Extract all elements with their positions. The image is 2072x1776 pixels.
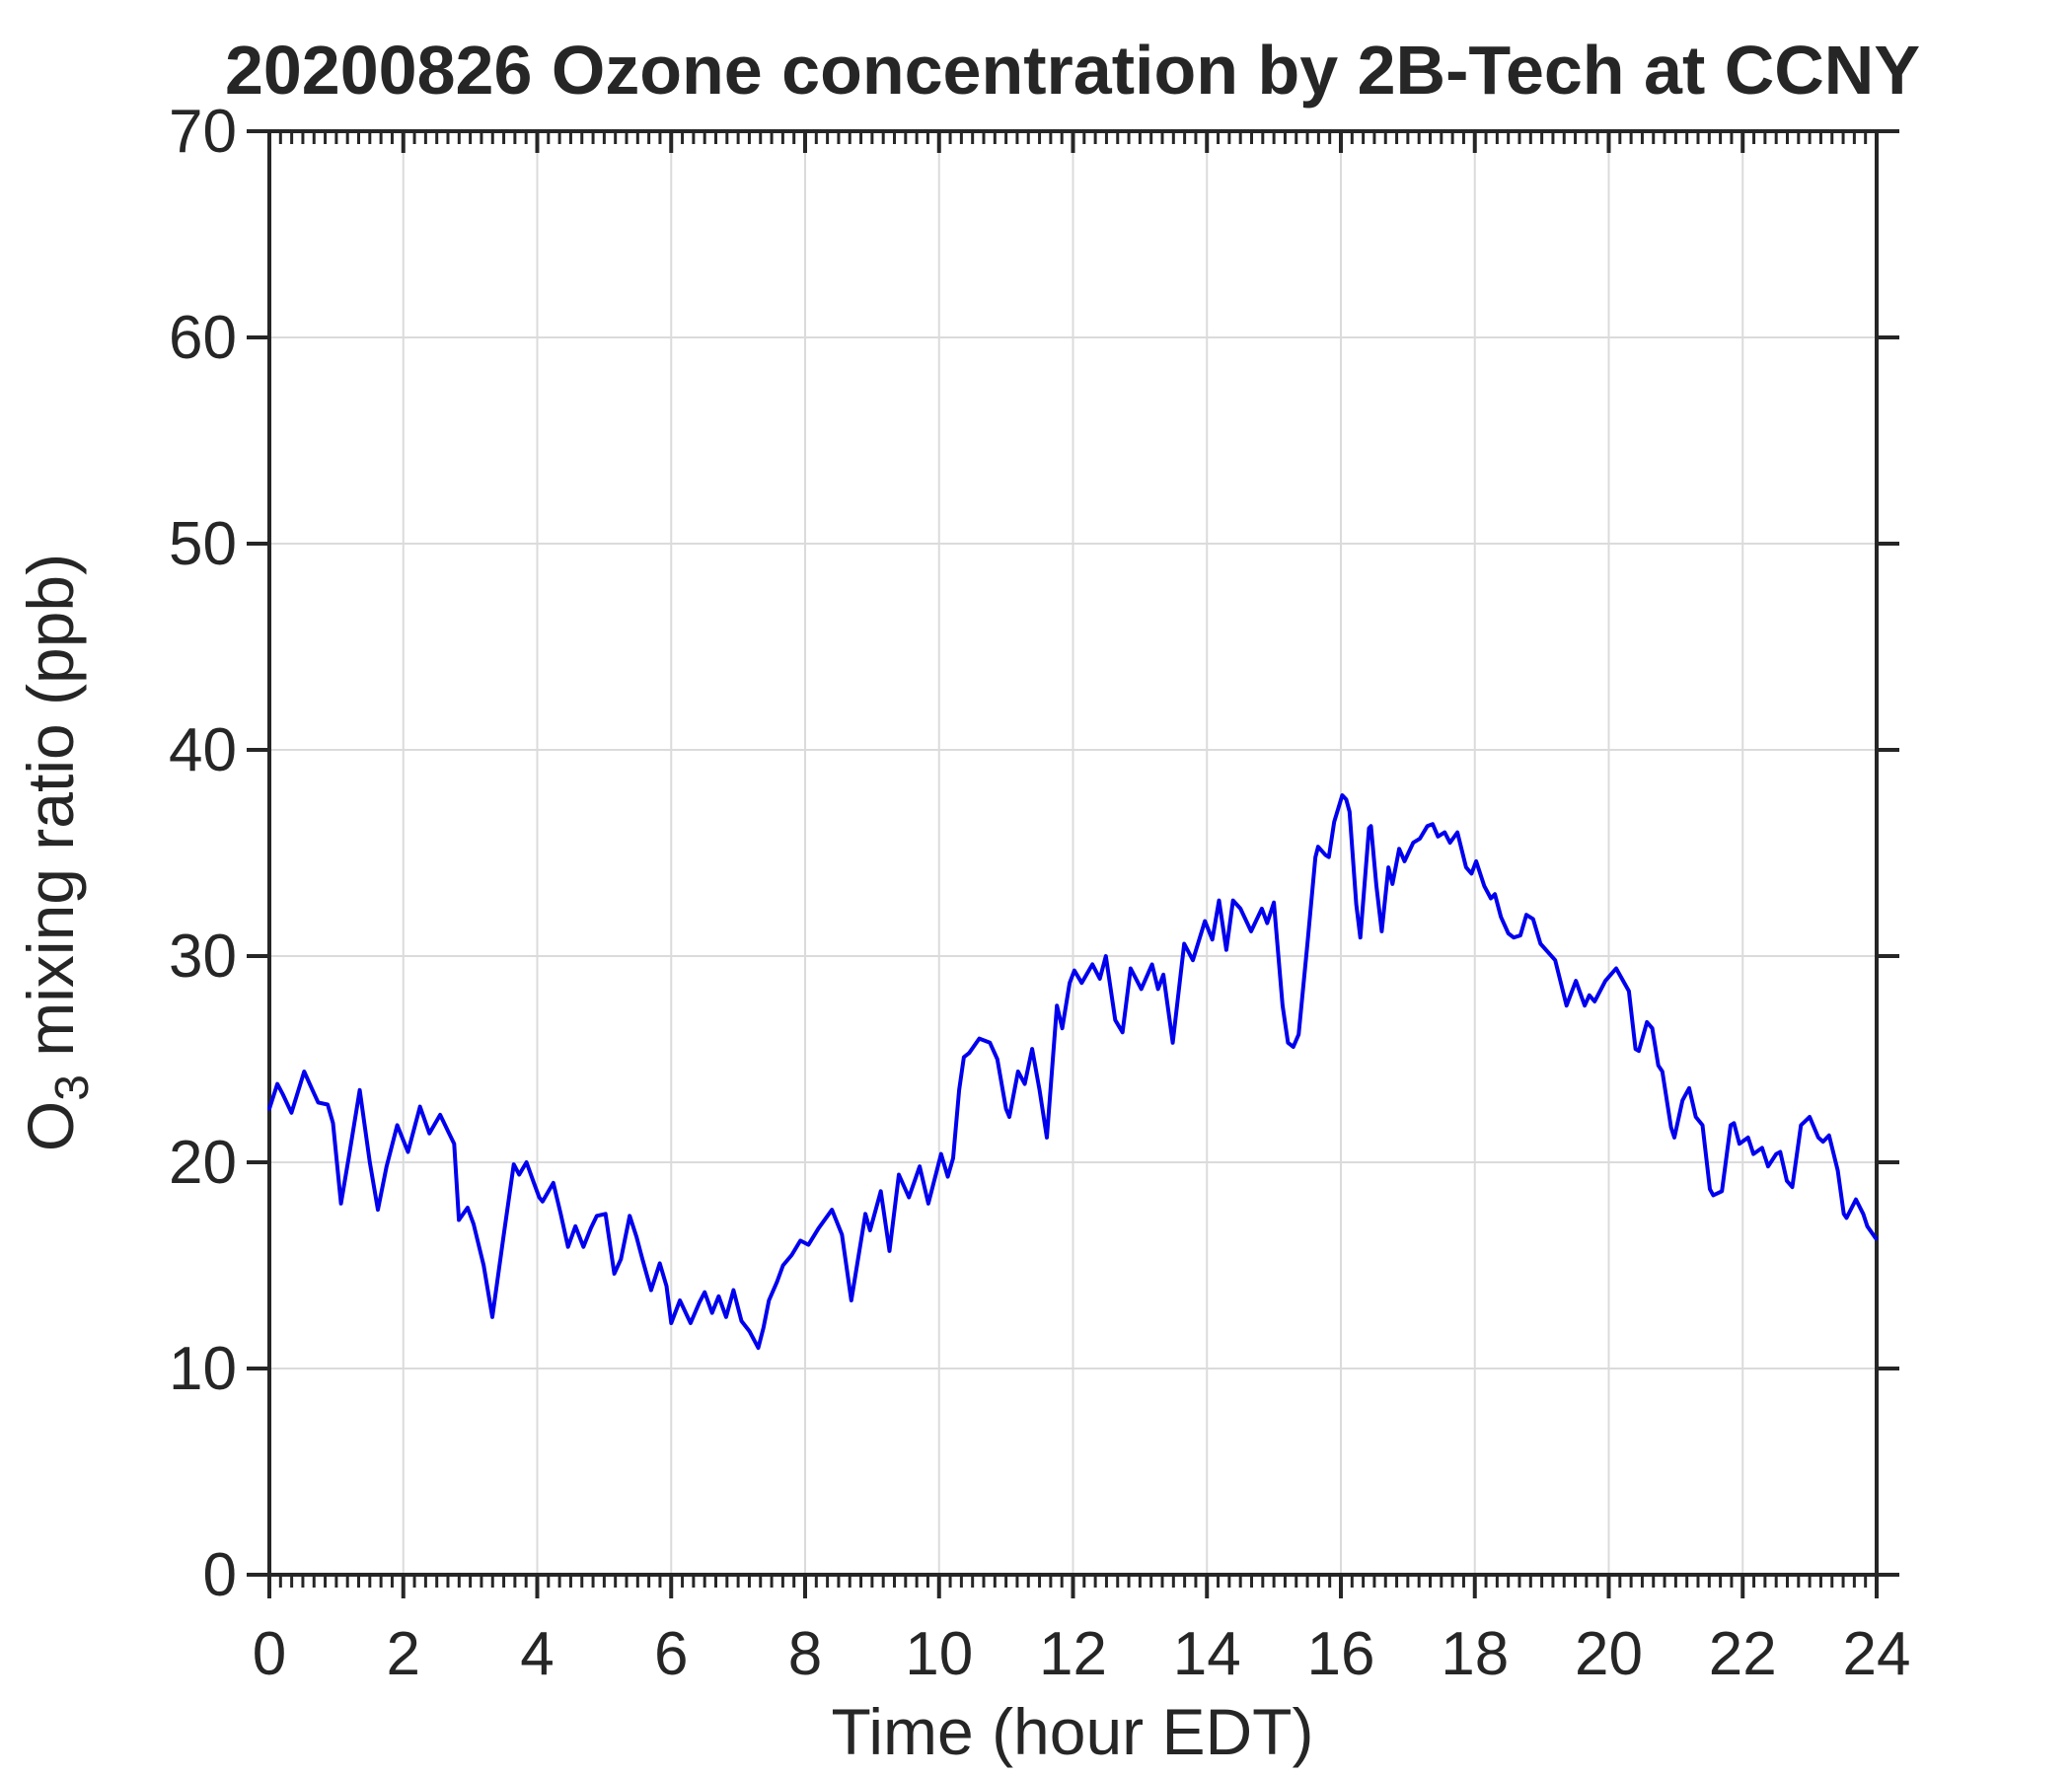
ozone-line bbox=[267, 793, 1879, 1351]
y-tick-labels: 0 10 20 30 40 50 60 70 bbox=[169, 98, 237, 1609]
y-tick-label: 50 bbox=[169, 510, 237, 578]
x-tick-label: 8 bbox=[788, 1620, 822, 1688]
chart-title: 20200826 Ozone concentration by 2B-Tech … bbox=[225, 32, 1920, 109]
y-tick-label: 10 bbox=[169, 1335, 237, 1403]
x-axis-label: Time (hour EDT) bbox=[832, 1695, 1314, 1768]
axis-ticks bbox=[247, 129, 1899, 1598]
x-tick-label: 22 bbox=[1709, 1620, 1777, 1688]
x-tick-label: 2 bbox=[387, 1620, 420, 1688]
x-tick-label: 16 bbox=[1307, 1620, 1375, 1688]
y-tick-label: 70 bbox=[169, 98, 237, 166]
x-tick-label: 6 bbox=[654, 1620, 688, 1688]
x-tick-label: 24 bbox=[1843, 1620, 1911, 1688]
y-tick-label: 20 bbox=[169, 1129, 237, 1197]
plot-border bbox=[267, 129, 1879, 1577]
y-tick-label: 0 bbox=[203, 1541, 237, 1609]
x-tick-label: 18 bbox=[1441, 1620, 1509, 1688]
x-tick-label: 14 bbox=[1173, 1620, 1241, 1688]
y-tick-label: 30 bbox=[169, 923, 237, 991]
y-tick-label: 40 bbox=[169, 716, 237, 784]
axis-labels: 20200826 Ozone concentration by 2B-Tech … bbox=[14, 32, 1920, 1768]
x-tick-label: 12 bbox=[1039, 1620, 1107, 1688]
x-tick-labels: 0 2 4 6 8 10 12 14 16 18 20 22 24 bbox=[253, 1620, 1911, 1688]
x-tick-label: 20 bbox=[1575, 1620, 1643, 1688]
data-series bbox=[267, 793, 1879, 1351]
x-tick-label: 4 bbox=[520, 1620, 554, 1688]
x-tick-label: 10 bbox=[905, 1620, 973, 1688]
x-tick-label: 0 bbox=[253, 1620, 286, 1688]
gridlines bbox=[269, 131, 1877, 1575]
y-axis-label: O3 mixing ratio (ppb) bbox=[14, 554, 99, 1151]
y-tick-label: 60 bbox=[169, 304, 237, 372]
